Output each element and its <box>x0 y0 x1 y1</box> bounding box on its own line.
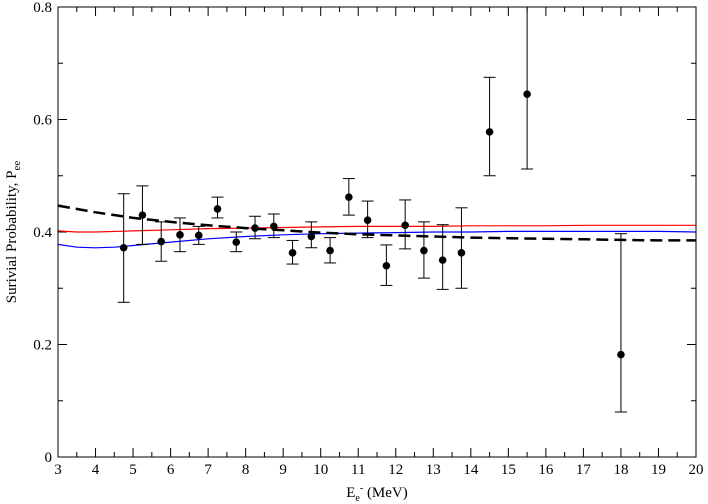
x-tick-label: 14 <box>463 462 479 478</box>
data-point <box>194 231 203 240</box>
data-point <box>485 128 494 136</box>
error-bars <box>117 6 627 413</box>
error-bar <box>455 207 468 289</box>
x-tick-label: 17 <box>576 462 592 478</box>
model-curve-1 <box>57 224 696 233</box>
x-axis-label-sub: e <box>355 493 360 504</box>
y-tick-label: 0.6 <box>33 113 52 129</box>
y-axis-label: Surivial Probability, Pee <box>4 161 23 304</box>
data-point <box>288 249 297 257</box>
model-curve-2 <box>57 230 697 249</box>
model-curves <box>57 204 697 249</box>
y-tick-label: 0 <box>45 450 53 466</box>
y-tick-label: 0.8 <box>33 0 52 16</box>
data-point <box>326 246 334 255</box>
data-point <box>157 237 166 246</box>
x-axis-label: Ee- (MeV) <box>346 483 408 504</box>
x-tick-label: 5 <box>129 462 137 478</box>
x-tick-label: 9 <box>279 462 287 478</box>
data-point <box>138 211 147 219</box>
x-tick-label: 19 <box>651 462 666 478</box>
x-axis-label-unit: (MeV) <box>363 485 408 501</box>
data-point <box>420 246 428 255</box>
data-point <box>363 216 372 224</box>
data-point <box>307 232 316 241</box>
data-point <box>382 261 391 270</box>
plot-frame <box>57 6 697 458</box>
data-point <box>438 256 447 264</box>
x-tick-label: 16 <box>538 462 554 478</box>
data-point <box>345 193 353 201</box>
x-axis-label-main: E <box>346 485 355 501</box>
x-tick-label: 3 <box>54 462 62 478</box>
x-tick-label: 8 <box>242 462 250 478</box>
data-point <box>213 205 222 213</box>
y-tick-label: 0.4 <box>33 225 52 241</box>
x-tick-label: 15 <box>501 462 516 478</box>
axis-ticks <box>57 6 697 458</box>
data-point <box>232 238 241 246</box>
y-axis-label-sub: ee <box>11 161 23 171</box>
data-point <box>176 231 184 239</box>
data-point <box>523 90 531 98</box>
data-points <box>119 90 625 359</box>
data-point <box>457 249 466 257</box>
data-point <box>119 243 128 252</box>
x-tick-label: 13 <box>426 462 441 478</box>
x-tick-label: 10 <box>313 462 328 478</box>
x-tick-label: 6 <box>167 462 175 478</box>
data-point <box>269 222 278 231</box>
model-curve-3 <box>57 204 696 242</box>
y-tick-label: 0.2 <box>33 338 52 354</box>
x-tick-label: 11 <box>351 462 365 478</box>
x-tick-label: 18 <box>613 462 628 478</box>
x-tick-label: 4 <box>92 462 100 478</box>
x-axis-label-sup: - <box>360 483 363 494</box>
data-point <box>617 350 625 359</box>
x-tick-label: 20 <box>689 462 704 478</box>
tick-labels: 3 4 5 6 7 8 9 10 11 12 13 14 15 16 17 18 19 20 0 0.2 0.4 0.6 0… <box>33 0 703 478</box>
data-point <box>251 224 259 232</box>
error-bar <box>614 233 627 413</box>
error-bar <box>483 76 496 177</box>
x-tick-label: 7 <box>204 462 212 478</box>
y-axis-label-main: Surivial Probability, P <box>4 170 20 303</box>
error-bar <box>521 6 534 170</box>
data-point <box>401 221 409 230</box>
x-tick-label: 12 <box>388 462 403 478</box>
